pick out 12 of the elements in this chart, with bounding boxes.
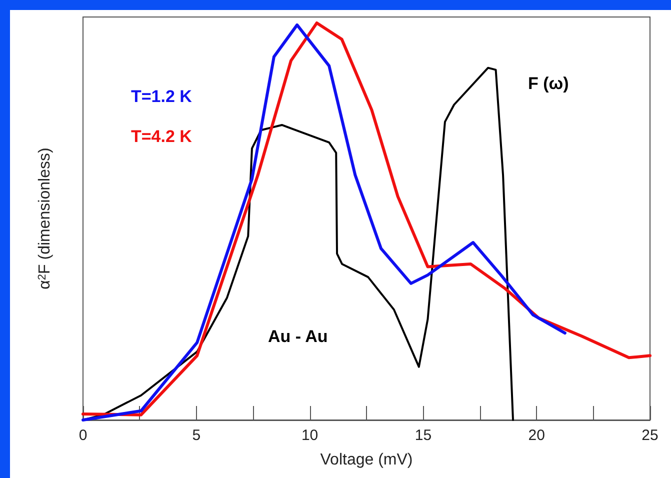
text: T=4.2 K <box>131 127 193 146</box>
x-tick-label: 10 <box>301 427 318 444</box>
x-axis-title: Voltage (mV) <box>320 452 413 468</box>
annotation: Au - Au <box>268 327 328 346</box>
text: T=1.2 K <box>131 87 193 106</box>
x-tick-label: 25 <box>642 427 658 444</box>
series-label: F (ω) <box>528 74 569 93</box>
x-tick-label: 5 <box>192 427 201 444</box>
x-tick-label: 15 <box>414 427 432 444</box>
x-tick-label: 20 <box>528 427 545 444</box>
x-tick-label: 0 <box>78 427 88 444</box>
y-axis-title: α2F (dimensionless) <box>36 148 54 290</box>
